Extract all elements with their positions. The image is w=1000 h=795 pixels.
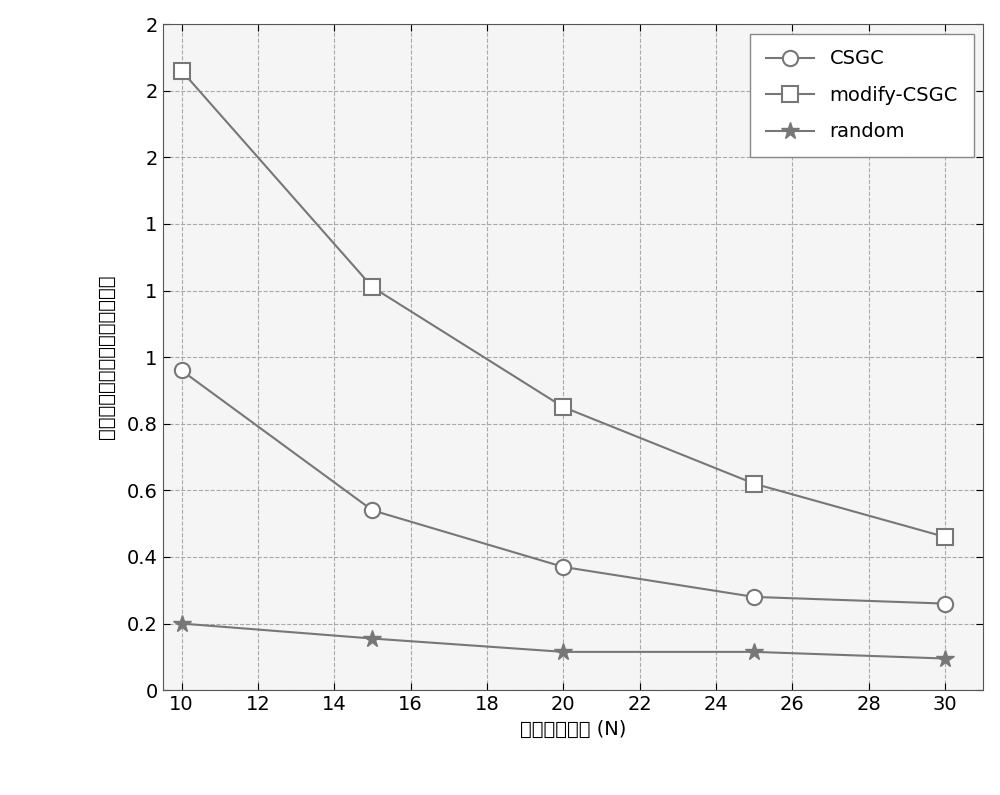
CSGC xyxy=(939,599,951,608)
CSGC xyxy=(176,366,188,375)
random xyxy=(939,653,951,663)
CSGC xyxy=(748,592,760,602)
random xyxy=(557,647,569,657)
Line: random: random xyxy=(173,615,954,668)
Legend: CSGC, modify-CSGC, random: CSGC, modify-CSGC, random xyxy=(750,34,974,157)
Line: CSGC: CSGC xyxy=(174,363,953,611)
modify-CSGC xyxy=(939,532,951,541)
CSGC xyxy=(366,506,378,515)
modify-CSGC xyxy=(748,479,760,488)
Line: modify-CSGC: modify-CSGC xyxy=(174,63,953,545)
modify-CSGC xyxy=(557,402,569,412)
random xyxy=(366,634,378,643)
X-axis label: 次级用户数目 (N): 次级用户数目 (N) xyxy=(520,719,626,739)
random xyxy=(748,647,760,657)
CSGC xyxy=(557,562,569,572)
Y-axis label: 信道分配后网络的最大生存时间: 信道分配后网络的最大生存时间 xyxy=(97,275,116,440)
random xyxy=(176,619,188,628)
modify-CSGC xyxy=(176,66,188,76)
modify-CSGC xyxy=(366,282,378,292)
